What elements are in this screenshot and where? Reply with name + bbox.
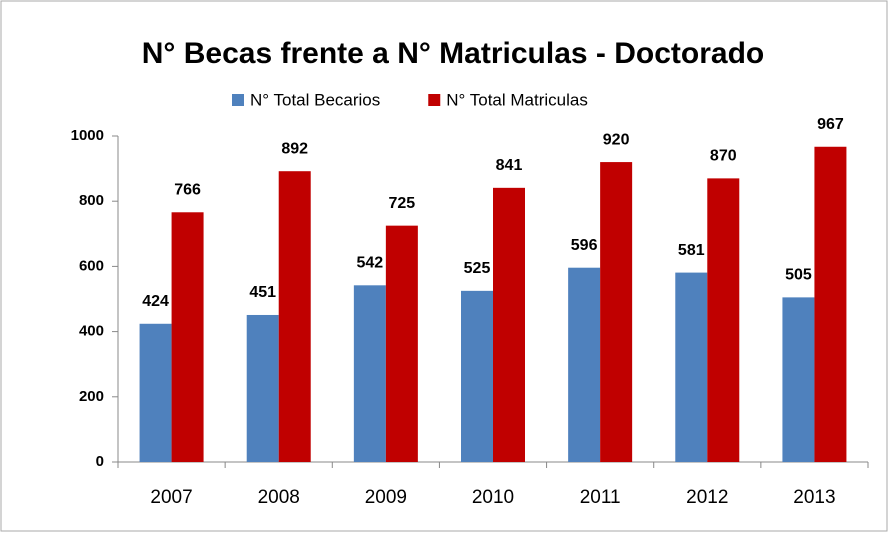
legend-swatch [428,94,441,106]
x-tick-label: 2010 [472,487,514,508]
x-tick-label: 2007 [150,487,192,508]
bar [814,146,847,462]
value-label: 841 [496,157,523,174]
x-tick-label: 2012 [686,487,728,508]
value-label: 766 [174,182,201,199]
value-label: 870 [710,148,737,165]
legend-label: N° Total Becarios [250,90,380,109]
value-label: 424 [142,293,169,310]
y-tick-label: 1000 [71,127,104,144]
value-label: 967 [817,116,844,133]
value-label: 505 [785,267,812,284]
bar [493,187,525,463]
value-label: 920 [603,131,630,148]
bar [353,285,386,462]
x-tick-label: 2008 [258,487,300,508]
y-tick-label: 200 [79,388,104,405]
bar [171,212,204,462]
x-tick-label: 2009 [365,487,407,508]
bar [600,162,633,462]
y-tick-label: 800 [79,192,104,209]
bar [246,314,279,462]
y-tick-label: 600 [79,257,104,274]
value-label: 542 [357,255,384,272]
x-tick-label: 2011 [580,487,621,508]
y-tick-label: 0 [96,453,104,470]
legend-label: N° Total Matriculas [446,90,588,109]
value-label: 581 [678,242,705,259]
bar [461,290,493,462]
value-label: 596 [571,237,598,254]
bar [707,178,740,462]
y-tick-label: 400 [79,323,104,340]
bar [385,225,418,462]
value-label: 725 [389,195,416,212]
bar [278,171,311,462]
bar [568,267,601,462]
legend-swatch [232,94,244,106]
bar [139,323,172,462]
bar [782,297,815,462]
chart-title: N° Becas frente a N° Matriculas - Doctor… [142,37,765,70]
bar [675,272,708,462]
value-label: 525 [464,260,491,277]
value-label: 451 [249,284,276,301]
value-label: 892 [281,140,308,157]
x-tick-label: 2013 [793,487,835,508]
